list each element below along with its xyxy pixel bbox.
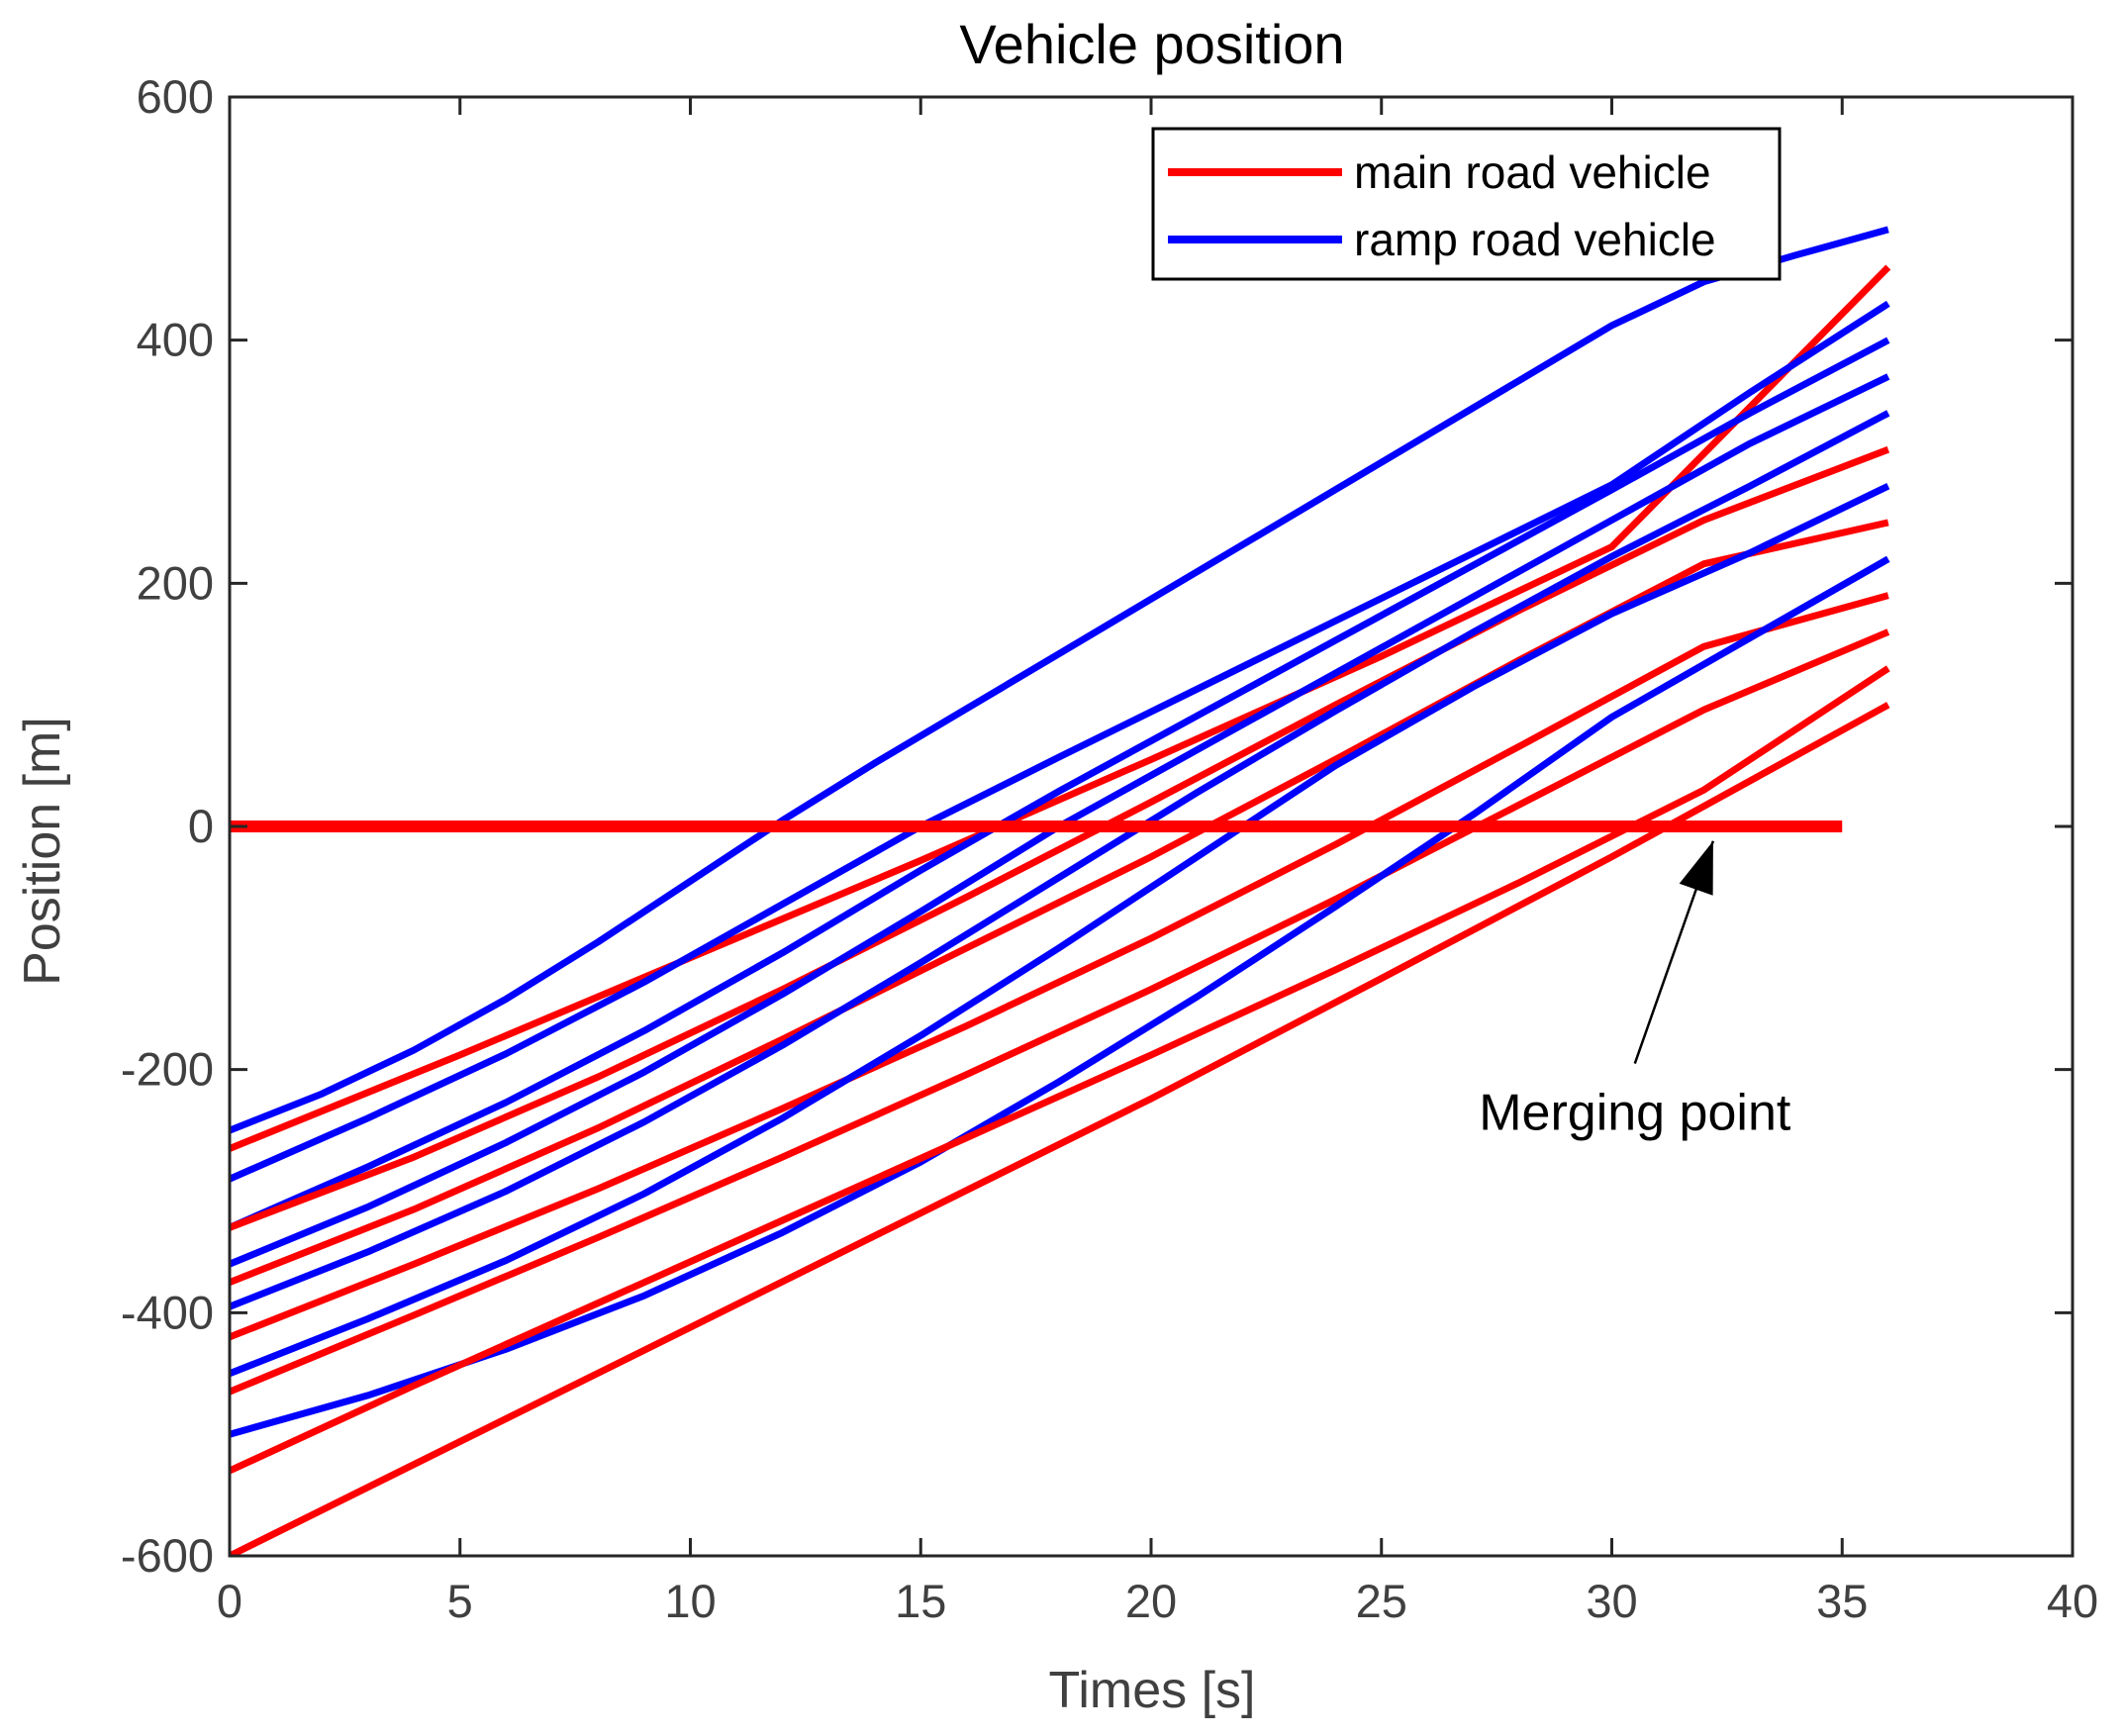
legend-label-main-road: main road vehicle <box>1354 146 1711 198</box>
y-tick-label: 600 <box>137 70 214 123</box>
legend-box <box>1151 127 1782 281</box>
series-line-ramp-road-12 <box>230 555 1890 1438</box>
x-tick-label: 15 <box>895 1575 946 1627</box>
x-tick-label: 30 <box>1586 1575 1637 1627</box>
x-tick-label: 10 <box>664 1575 716 1627</box>
series-line-ramp-road-10 <box>230 482 1890 1378</box>
series-line-ramp-road-1 <box>230 226 1889 1134</box>
series-line-main-road-9 <box>230 592 1889 1341</box>
x-tick-label: 0 <box>217 1575 242 1627</box>
chart-title: Vehicle position <box>959 13 1344 75</box>
y-tick-label: 200 <box>137 556 214 609</box>
series-line-ramp-road-3 <box>230 300 1890 1183</box>
series-line-main-road-5 <box>230 445 1890 1231</box>
series-line-ramp-road-8 <box>230 410 1890 1310</box>
axis-ticks: 0 5 10 15 20 25 30 35 40 -600 -400 -200 0 200 400 600 <box>121 70 2098 1627</box>
y-tick-label: 0 <box>188 800 214 852</box>
legend-label-ramp-road: ramp road vehicle <box>1354 214 1716 265</box>
y-tick-label: -200 <box>121 1043 214 1096</box>
x-tick-label: 25 <box>1356 1575 1407 1627</box>
x-tick-label: 5 <box>447 1575 473 1627</box>
series-line-main-road-11 <box>230 628 1890 1396</box>
series-line-main-road-14 <box>230 702 1890 1556</box>
annotation-arrow-head <box>1679 840 1713 896</box>
series-line-ramp-road-4 <box>230 337 1890 1231</box>
y-axis-label: Position [m] <box>14 717 71 986</box>
series-line-main-road-13 <box>230 665 1890 1475</box>
x-tick-label: 35 <box>1816 1575 1868 1627</box>
y-tick-label: 400 <box>137 314 214 366</box>
x-tick-label: 40 <box>2047 1575 2098 1627</box>
x-tick-label: 20 <box>1125 1575 1177 1627</box>
x-axis-label: Times [s] <box>1049 1662 1256 1719</box>
y-tick-label: -400 <box>121 1286 214 1338</box>
series-line-main-road-2 <box>230 264 1891 1152</box>
plot-area <box>228 95 2075 1558</box>
y-tick-label: -600 <box>121 1529 214 1582</box>
legend: main road vehicle ramp road vehicle <box>1151 127 1782 281</box>
merging-point-annotation: Merging point <box>1479 1085 1791 1142</box>
